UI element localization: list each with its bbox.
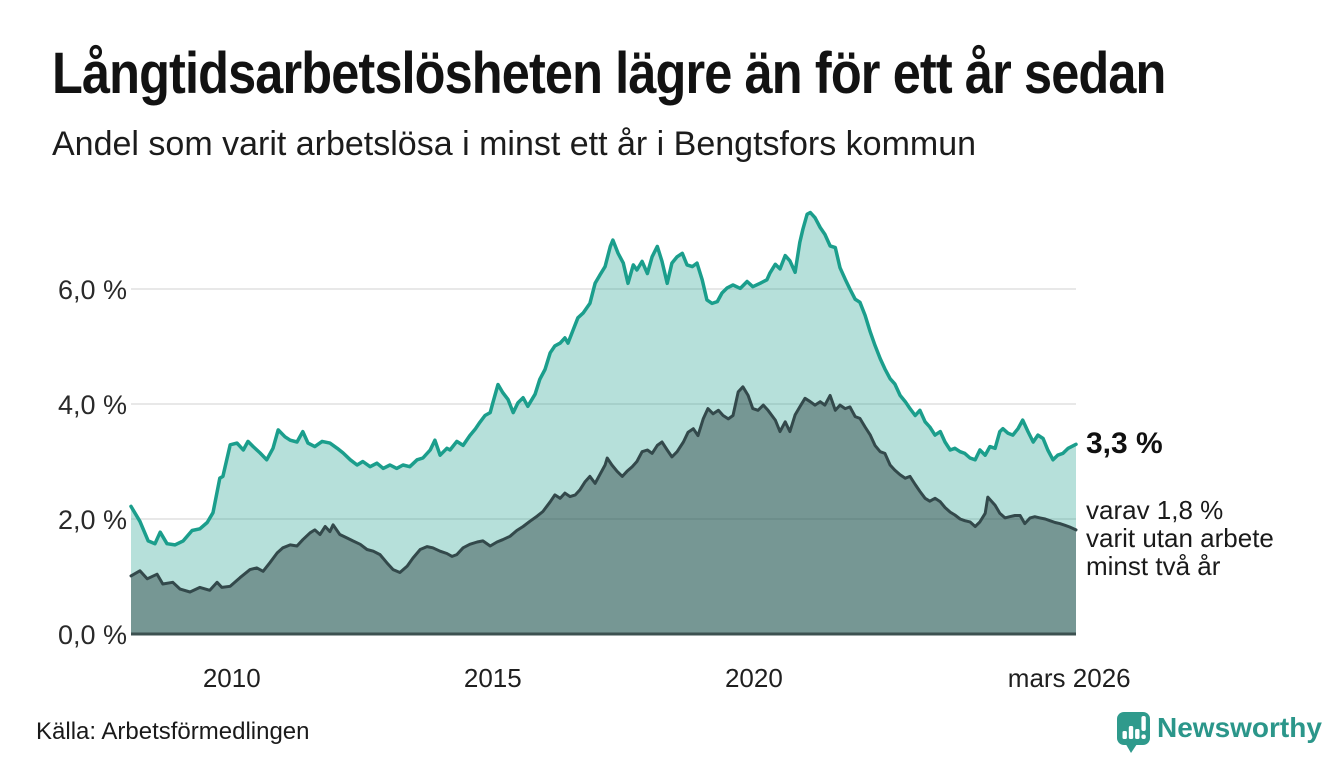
- source-credit: Källa: Arbetsförmedlingen: [36, 718, 310, 745]
- annotation-note-line: minst två år: [1086, 551, 1221, 581]
- y-axis-tick-2: 2,0 %: [57, 505, 127, 535]
- x-axis-tick-mars-2026: mars 2026: [1007, 663, 1131, 693]
- x-axis-tick-2015: 2015: [463, 663, 522, 693]
- page-title: Långtidsarbetslösheten lägre än för ett …: [52, 41, 1166, 106]
- annotation-note-line: varit utan arbete: [1086, 523, 1274, 553]
- x-axis-tick-2010: 2010: [202, 663, 261, 693]
- y-axis-tick-6: 6,0 %: [57, 275, 127, 305]
- newsworthy-brand-label: Newsworthy: [1157, 712, 1322, 743]
- latest-value-label: 3,3 %: [1086, 427, 1163, 460]
- annotation-note: varav 1,8 % varit utan arbete minst två …: [1086, 496, 1274, 580]
- x-axis-tick-2020: 2020: [724, 663, 783, 693]
- y-axis-tick-4: 4,0 %: [57, 390, 127, 420]
- newsworthy-logo-icon: [1117, 712, 1150, 753]
- annotation-note-line: varav 1,8 %: [1086, 495, 1224, 525]
- chart-subtitle: Andel som varit arbetslösa i minst ett å…: [52, 125, 977, 163]
- y-axis-tick-0: 0,0 %: [57, 620, 127, 650]
